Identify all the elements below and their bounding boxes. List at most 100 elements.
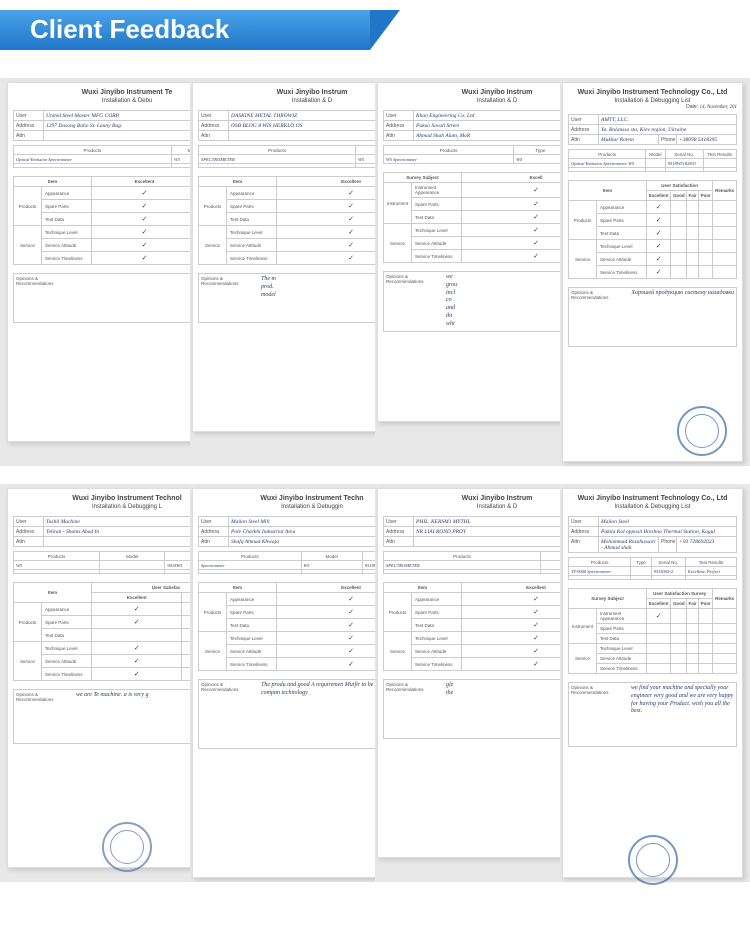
lbl-service-cat: Service <box>569 240 597 279</box>
survey-table: ItemUser SatisfactionRemarks ExcellentGo… <box>568 180 737 279</box>
val-address: Paktia Kol opposit Breshna Thermal Stati… <box>599 527 736 536</box>
lbl-attitude: Service Attitude <box>597 253 647 266</box>
lbl-opinions: Opinions & Recommendations <box>201 682 261 746</box>
lbl-products-cat: Products <box>569 201 597 240</box>
opinions-text: The mprod.model <box>261 276 375 320</box>
company-name: Wuxi Jinyibo Instrument Technology Co., … <box>568 89 737 96</box>
th-products: Products <box>199 146 356 155</box>
form-card-2: Wuxi Jinyibo Instrum Installation & D Us… <box>190 78 375 466</box>
val-serial: 9018W5 <box>165 561 190 570</box>
opinions-text: The produ and good A requiremen Muifir t… <box>261 682 375 746</box>
check-icon: ✓ <box>533 634 539 642</box>
products-table: ProductsModelSerial SpectrometerW59518W <box>198 551 375 574</box>
survey-table: Survey SubjectExcell InstrumentInstrumen… <box>383 172 560 263</box>
th-model: Model <box>171 146 190 155</box>
lbl-attn: Attn <box>14 131 44 140</box>
lbl-user: User <box>199 517 229 526</box>
lbl-attn: Attn <box>199 131 229 140</box>
val-product: TY-9000 Spectrometer <box>569 567 631 576</box>
val-user: DASKINE METAL THROWIZ <box>229 111 375 120</box>
lbl-user: User <box>384 517 414 526</box>
opinions-box: Opinions & Recommendations The produ and… <box>198 679 375 749</box>
lbl-timeliness: Service Timeliness <box>42 668 92 681</box>
opinions-box: Opinions & Recommendations wegrouinclcoa… <box>383 271 560 332</box>
val-test: Excellent, Perfect <box>685 567 736 576</box>
lbl-address: Address <box>199 121 229 130</box>
lbl-opinions: Opinions & Recommendations <box>386 682 446 736</box>
val-serial: 9518W5182831 <box>665 159 703 168</box>
lbl-address: Address <box>384 527 414 536</box>
check-icon: ✓ <box>348 228 354 236</box>
form-subtitle: Installation & D <box>383 504 560 510</box>
lbl-user: User <box>384 111 414 120</box>
th-exc: Excellent <box>92 593 182 603</box>
lbl-spare: Spare Parts <box>42 200 92 213</box>
th-serial: Serial No. <box>651 558 685 567</box>
check-icon: ✓ <box>348 595 354 603</box>
lbl-attitude: Service Attitude <box>412 237 462 250</box>
lbl-tech: Technique Level <box>227 632 277 645</box>
lbl-opinions: Opinions & Recommendations <box>16 276 76 320</box>
val-user: PHIL. KERSM1 MYTHL <box>414 517 560 526</box>
th-remarks: Remarks <box>713 589 737 609</box>
val-address: OSB BLOG 8 WIS HERKLO OS <box>229 121 375 130</box>
products-table: ProductsTypeSerial No.Test Results TY-90… <box>568 557 737 580</box>
th-exc: Excellent <box>647 599 671 609</box>
th-remarks: Remarks <box>713 181 737 201</box>
check-icon: ✓ <box>142 215 148 223</box>
th-item: Item <box>199 177 277 187</box>
lbl-address: Address <box>14 527 44 536</box>
check-icon: ✓ <box>142 254 148 262</box>
lbl-timeliness: Service Timeliness <box>227 658 277 671</box>
lbl-address: Address <box>569 125 599 134</box>
lbl-appearance: Appearance <box>42 603 92 616</box>
lbl-timeliness: Service Timeliness <box>597 664 647 674</box>
lbl-spare: Spare Parts <box>227 606 277 619</box>
lbl-user: User <box>14 517 44 526</box>
stamp-icon <box>628 835 678 885</box>
lbl-service-cat: Service <box>199 226 227 265</box>
th-test: Test Results <box>703 150 736 159</box>
val-type: W5 <box>514 155 560 164</box>
lbl-timeliness: Service Timeliness <box>597 266 647 279</box>
check-icon: ✓ <box>348 215 354 223</box>
check-icon: ✓ <box>134 657 140 665</box>
check-icon: ✓ <box>656 216 662 224</box>
check-icon: ✓ <box>134 618 140 626</box>
th-serial: Serial <box>362 552 375 561</box>
form-card-5: Wuxi Jinyibo Instrument Technol Installa… <box>5 484 190 882</box>
products-table: ProductsModel SPECTROMETERW5 <box>198 145 375 168</box>
th-model: Model <box>541 552 560 561</box>
th-fair: Fair <box>687 599 699 609</box>
lbl-spare: Spare Parts <box>597 214 647 227</box>
lbl-attn: Attn <box>384 131 414 140</box>
th-products: Products <box>14 552 100 561</box>
th-exc: Excellent <box>462 583 561 593</box>
products-table: ProductsModel Optical Emission Spectrome… <box>13 145 190 168</box>
lbl-products-cat: Products <box>199 187 227 226</box>
lbl-tech: Technique Level <box>412 224 462 237</box>
form-subtitle: Installation & Debuggin <box>198 504 375 510</box>
form-card-1: Wuxi Jinyibo Instrument Te Installation … <box>5 78 190 466</box>
lbl-spare: Spare Parts <box>412 606 462 619</box>
val-attn: Mukhar Rotem <box>599 135 659 144</box>
th-model: Model <box>646 150 666 159</box>
form-subtitle: Installation & D <box>198 98 375 104</box>
lbl-instr-app: Instrument Appearance <box>412 183 462 198</box>
form-card-4: Wuxi Jinyibo Instrument Technology Co., … <box>560 78 745 466</box>
th-type: Type <box>631 558 651 567</box>
opinions-box: Opinions & Recommendations Хорошей проду… <box>568 287 737 347</box>
val-attn <box>414 537 560 546</box>
lbl-testdata: Test Data <box>42 629 92 642</box>
check-icon: ✓ <box>348 647 354 655</box>
th-item: Item <box>569 181 647 201</box>
lbl-testdata: Test Data <box>227 213 277 226</box>
check-icon: ✓ <box>656 255 662 263</box>
lbl-products-cat: Products <box>14 603 42 642</box>
th-products: Products <box>569 558 631 567</box>
lbl-testdata: Test Data <box>597 634 647 644</box>
lbl-attn: Attn <box>199 537 229 546</box>
opinions-text: Хорошей продукцию систему наладовки <box>631 290 734 344</box>
lbl-service-cat: Service <box>14 642 42 681</box>
lbl-service-cat: Service <box>384 224 412 263</box>
